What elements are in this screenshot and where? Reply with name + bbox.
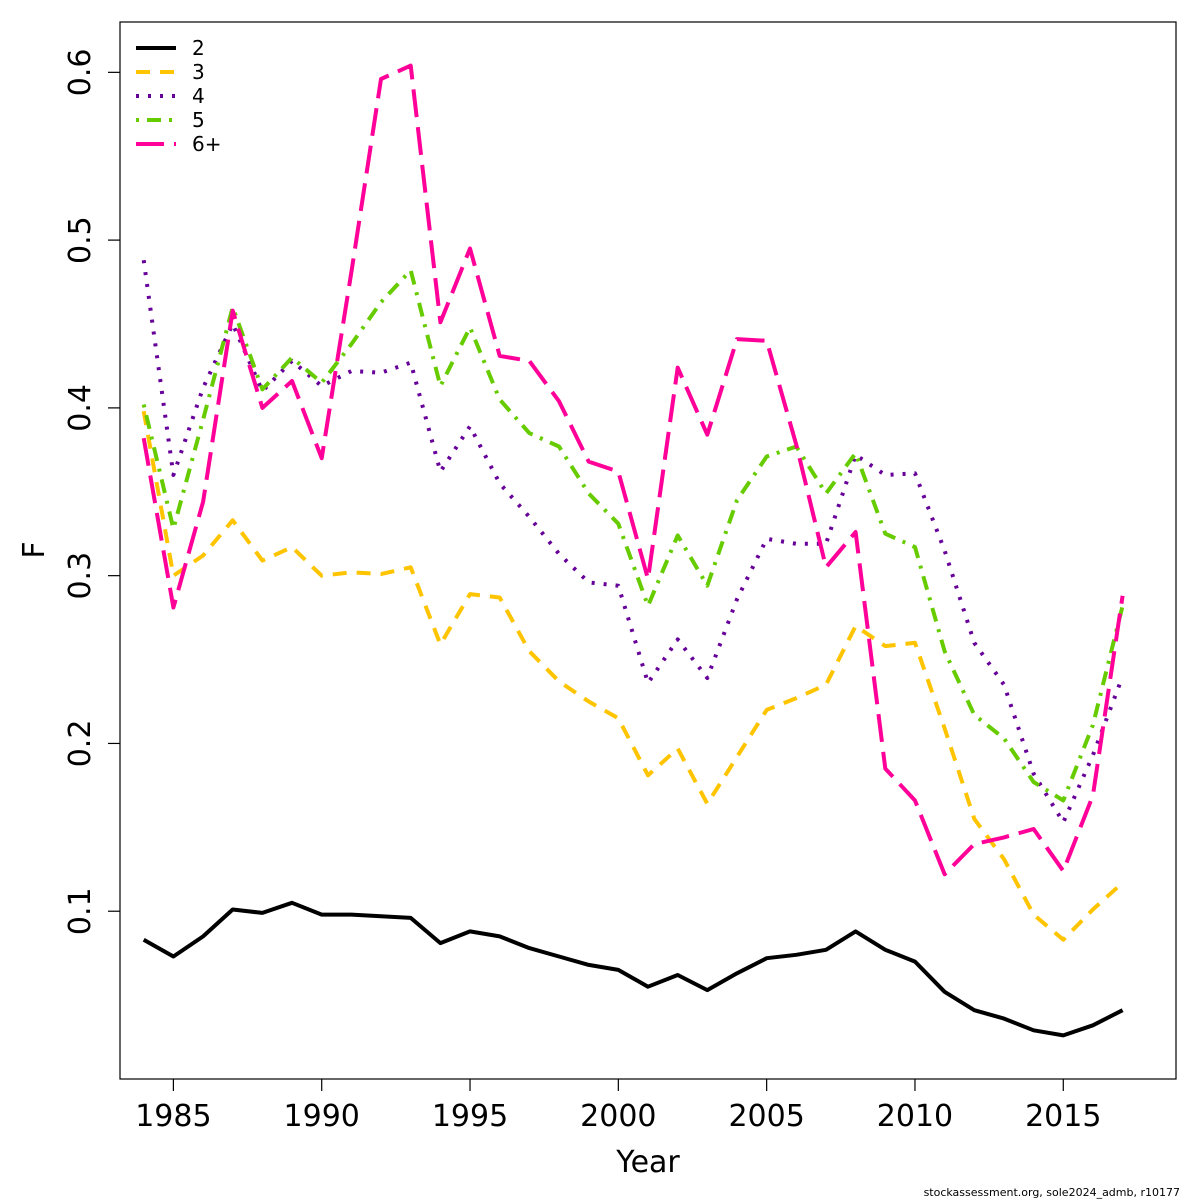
legend-label-4: 6+ xyxy=(192,132,221,156)
y-tick-label-1: 0.2 xyxy=(63,720,98,768)
series-line-0 xyxy=(142,900,1124,1038)
x-tick-label-2005: 2005 xyxy=(728,1099,804,1134)
footer-note: stockassessment.org, sole2024_admb, r101… xyxy=(924,1186,1180,1199)
series-line-3 xyxy=(141,268,1125,803)
x-tick-label-1995: 1995 xyxy=(432,1099,508,1134)
legend-label-0: 2 xyxy=(192,36,205,60)
y-tick-label-5: 0.6 xyxy=(63,48,98,96)
legend-label-1: 3 xyxy=(192,60,205,84)
y-axis-title: F xyxy=(17,541,52,558)
x-tick-label-1985: 1985 xyxy=(135,1099,211,1134)
y-tick-label-2: 0.3 xyxy=(63,552,98,600)
legend-label-2: 4 xyxy=(192,84,205,108)
x-axis: 1985 1990 1995 2000 2005 2010 2015 xyxy=(135,1079,1101,1134)
y-axis: 0.1 0.2 0.3 0.4 0.5 0.6 xyxy=(63,48,120,935)
series-line-4 xyxy=(141,63,1125,877)
y-tick-label-0: 0.1 xyxy=(63,887,98,935)
legend-label-3: 5 xyxy=(192,108,205,132)
x-tick-label-2015: 2015 xyxy=(1025,1099,1101,1134)
y-tick-label-3: 0.4 xyxy=(63,384,98,432)
series-lines xyxy=(141,63,1125,1038)
y-tick-label-4: 0.5 xyxy=(63,216,98,264)
x-tick-label-2000: 2000 xyxy=(580,1099,656,1134)
x-tick-label-2010: 2010 xyxy=(877,1099,953,1134)
x-tick-label-1990: 1990 xyxy=(284,1099,360,1134)
x-axis-title: Year xyxy=(615,1145,680,1180)
series-line-1 xyxy=(141,410,1124,942)
plot-frame xyxy=(119,21,1177,1080)
